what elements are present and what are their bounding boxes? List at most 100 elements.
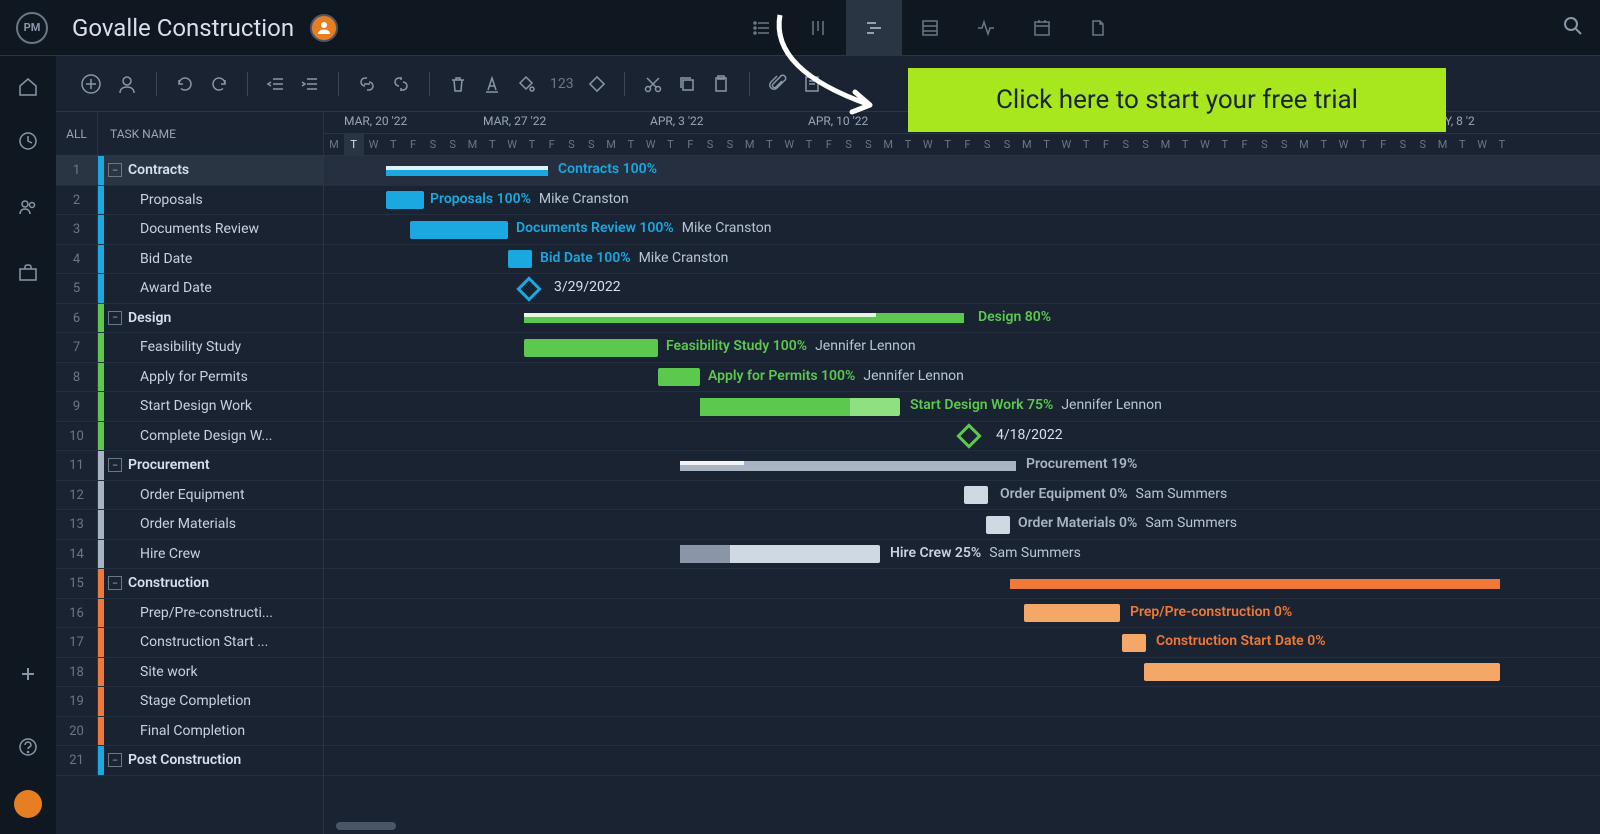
color-icon[interactable] xyxy=(516,74,536,94)
outdent-icon[interactable] xyxy=(266,74,286,94)
gantt-bar[interactable] xyxy=(680,461,1016,471)
task-row[interactable]: 11−Procurement xyxy=(56,451,323,481)
gantt-bar[interactable] xyxy=(1122,634,1146,652)
cta-banner[interactable]: Click here to start your free trial xyxy=(908,68,1446,132)
view-calendar-icon[interactable] xyxy=(1014,0,1070,56)
gantt-bar[interactable] xyxy=(1010,579,1500,589)
gantt-bar[interactable] xyxy=(524,339,658,357)
gantt-row[interactable] xyxy=(324,569,1600,599)
note-icon[interactable] xyxy=(802,74,822,94)
gantt-bar[interactable] xyxy=(680,545,880,563)
view-gantt-icon[interactable] xyxy=(846,0,902,56)
task-row[interactable]: 8Apply for Permits xyxy=(56,363,323,393)
task-row[interactable]: 20Final Completion xyxy=(56,717,323,747)
expand-icon[interactable]: − xyxy=(108,458,122,472)
task-row[interactable]: 3Documents Review xyxy=(56,215,323,245)
gantt-scrollbar[interactable] xyxy=(336,822,396,830)
task-row[interactable]: 12Order Equipment xyxy=(56,481,323,511)
task-row[interactable]: 1−Contracts xyxy=(56,156,323,186)
gantt-row[interactable]: Feasibility Study 100%Jennifer Lennon xyxy=(324,333,1600,363)
gantt-row[interactable]: Documents Review 100%Mike Cranston xyxy=(324,215,1600,245)
task-row[interactable]: 21−Post Construction xyxy=(56,746,323,776)
gantt-bar[interactable] xyxy=(1144,663,1500,681)
gantt-row[interactable]: Proposals 100%Mike Cranston xyxy=(324,186,1600,216)
gantt-bar[interactable] xyxy=(658,368,700,386)
task-row[interactable]: 5Award Date xyxy=(56,274,323,304)
indent-icon[interactable] xyxy=(300,74,320,94)
task-row[interactable]: 7Feasibility Study xyxy=(56,333,323,363)
briefcase-icon[interactable] xyxy=(17,262,39,288)
view-sheet-icon[interactable] xyxy=(902,0,958,56)
expand-icon[interactable]: − xyxy=(108,753,122,767)
link-icon[interactable] xyxy=(357,74,377,94)
gantt-row[interactable]: Apply for Permits 100%Jennifer Lennon xyxy=(324,363,1600,393)
expand-icon[interactable]: − xyxy=(108,163,122,177)
copy-icon[interactable] xyxy=(677,74,697,94)
gantt-row[interactable] xyxy=(324,746,1600,776)
gantt-row[interactable] xyxy=(324,717,1600,747)
recent-icon[interactable] xyxy=(17,130,39,156)
logo[interactable]: PM xyxy=(16,12,48,44)
gantt-row[interactable]: Contracts 100% xyxy=(324,156,1600,186)
attach-icon[interactable] xyxy=(768,74,788,94)
gantt-row[interactable]: Start Design Work 75%Jennifer Lennon xyxy=(324,392,1600,422)
gantt-bar[interactable] xyxy=(524,313,964,323)
help-icon[interactable] xyxy=(17,736,39,762)
task-row[interactable]: 10Complete Design W... xyxy=(56,422,323,452)
milestone-icon[interactable] xyxy=(588,75,606,93)
task-row[interactable]: 19Stage Completion xyxy=(56,687,323,717)
task-row[interactable]: 9Start Design Work xyxy=(56,392,323,422)
expand-icon[interactable]: − xyxy=(108,576,122,590)
gantt-bar[interactable] xyxy=(700,398,900,416)
text-icon[interactable] xyxy=(482,74,502,94)
gantt-row[interactable] xyxy=(324,658,1600,688)
add-task-icon[interactable] xyxy=(80,73,102,95)
task-row[interactable]: 15−Construction xyxy=(56,569,323,599)
gantt-row[interactable]: Prep/Pre-construction 0% xyxy=(324,599,1600,629)
task-header-name[interactable]: TASK NAME xyxy=(98,127,176,141)
add-icon[interactable] xyxy=(18,664,38,688)
view-board-icon[interactable] xyxy=(790,0,846,56)
gantt-bar[interactable] xyxy=(508,250,532,268)
undo-icon[interactable] xyxy=(175,74,195,94)
task-row[interactable]: 14Hire Crew xyxy=(56,540,323,570)
team-icon[interactable] xyxy=(17,196,39,222)
toolbar-number[interactable]: 123 xyxy=(550,76,574,92)
cut-icon[interactable] xyxy=(643,74,663,94)
gantt-milestone[interactable] xyxy=(956,424,981,449)
gantt-area[interactable]: MAR, 20 '22MAR, 27 '22APR, 3 '22APR, 10 … xyxy=(324,112,1600,834)
task-row[interactable]: 4Bid Date xyxy=(56,245,323,275)
gantt-row[interactable]: 3/29/2022 xyxy=(324,274,1600,304)
header-avatar[interactable] xyxy=(310,14,338,42)
task-row[interactable]: 16Prep/Pre-constructi... xyxy=(56,599,323,629)
home-icon[interactable] xyxy=(17,76,39,102)
gantt-bar[interactable] xyxy=(964,486,988,504)
expand-icon[interactable]: − xyxy=(108,311,122,325)
gantt-row[interactable]: Procurement 19% xyxy=(324,451,1600,481)
task-row[interactable]: 6−Design xyxy=(56,304,323,334)
task-row[interactable]: 17Construction Start ... xyxy=(56,628,323,658)
gantt-bar[interactable] xyxy=(1024,604,1120,622)
gantt-row[interactable]: Design 80% xyxy=(324,304,1600,334)
gantt-bar[interactable] xyxy=(386,191,424,209)
gantt-bar[interactable] xyxy=(386,166,548,176)
redo-icon[interactable] xyxy=(209,74,229,94)
gantt-row[interactable]: Hire Crew 25%Sam Summers xyxy=(324,540,1600,570)
gantt-row[interactable]: Order Materials 0%Sam Summers xyxy=(324,510,1600,540)
gantt-row[interactable]: Bid Date 100%Mike Cranston xyxy=(324,245,1600,275)
delete-icon[interactable] xyxy=(448,74,468,94)
view-activity-icon[interactable] xyxy=(958,0,1014,56)
search-icon[interactable] xyxy=(1562,15,1584,41)
gantt-row[interactable]: 4/18/2022 xyxy=(324,422,1600,452)
gantt-row[interactable]: Construction Start Date 0% xyxy=(324,628,1600,658)
gantt-milestone[interactable] xyxy=(516,276,541,301)
task-row[interactable]: 18Site work xyxy=(56,658,323,688)
gantt-bar[interactable] xyxy=(410,221,508,239)
unlink-icon[interactable] xyxy=(391,74,411,94)
gantt-row[interactable]: Order Equipment 0%Sam Summers xyxy=(324,481,1600,511)
task-row[interactable]: 2Proposals xyxy=(56,186,323,216)
assign-icon[interactable] xyxy=(116,73,138,95)
view-list-icon[interactable] xyxy=(734,0,790,56)
gantt-bar[interactable] xyxy=(986,516,1010,534)
gantt-row[interactable] xyxy=(324,687,1600,717)
